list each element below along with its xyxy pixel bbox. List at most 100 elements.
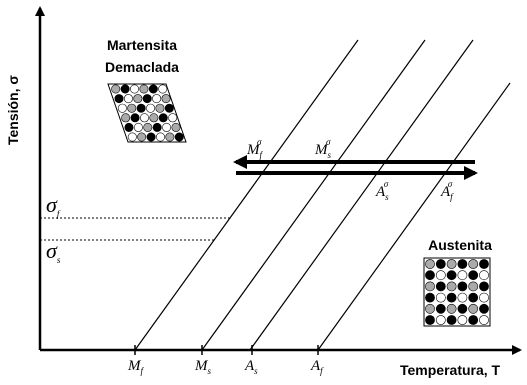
atom [425, 282, 434, 291]
atom [447, 259, 456, 268]
atom [436, 304, 445, 313]
atom [166, 133, 174, 141]
subscript: f [320, 366, 324, 376]
atom [162, 94, 170, 102]
atom [152, 94, 160, 102]
superscript: σ [384, 179, 389, 189]
diagram: Tensión, σ Temperatura, T Martensita Dem… [0, 0, 527, 385]
atom [469, 282, 478, 291]
atom [134, 94, 142, 102]
atom [131, 114, 139, 122]
symbol-label: Mfσ [246, 137, 264, 160]
atom [140, 85, 148, 93]
atom [153, 123, 161, 131]
atom [425, 315, 434, 324]
line-ms [202, 40, 425, 350]
atom [124, 94, 132, 102]
atom [447, 304, 456, 313]
symbol-label: As [244, 358, 258, 376]
superscript: σ [257, 137, 262, 147]
atom [144, 123, 152, 131]
atom [479, 293, 488, 302]
atom [137, 133, 145, 141]
atom [168, 114, 176, 122]
austenite-cell [424, 258, 490, 326]
atom [162, 123, 170, 131]
atom [172, 123, 180, 131]
atom [479, 315, 488, 324]
atom [159, 85, 167, 93]
atom [425, 259, 434, 268]
subscript: s [208, 366, 212, 376]
subscript: s [385, 192, 389, 202]
atom [469, 271, 478, 280]
atom [121, 85, 129, 93]
atom [112, 85, 120, 93]
atom [447, 282, 456, 291]
superscript: σ [326, 137, 331, 147]
symbol-label: Afσ [440, 179, 454, 202]
atom [150, 114, 158, 122]
atom [458, 271, 467, 280]
atom [140, 114, 148, 122]
atom [458, 304, 467, 313]
subscript: f [450, 192, 454, 202]
superscript: σ [448, 179, 453, 189]
atom [436, 315, 445, 324]
atom [436, 259, 445, 268]
phase-label: Austenita [428, 237, 492, 253]
atom [479, 282, 488, 291]
phase-label: Martensita [107, 37, 177, 53]
symbol-label: Msσ [314, 137, 332, 160]
atom [425, 271, 434, 280]
line-mf [135, 40, 358, 350]
stress-label: σs [46, 238, 61, 265]
x-axis-label: Temperatura, T [400, 362, 501, 378]
atom [447, 271, 456, 280]
lattices [108, 84, 490, 326]
atom [128, 104, 136, 112]
atom [149, 85, 157, 93]
subscript: f [260, 150, 264, 160]
atom [469, 315, 478, 324]
atom [479, 259, 488, 268]
atom [479, 304, 488, 313]
atom [458, 259, 467, 268]
atom [447, 315, 456, 324]
atom [146, 104, 154, 112]
atom [458, 293, 467, 302]
atom [425, 293, 434, 302]
symbol-label: Af [310, 358, 324, 376]
atom [436, 271, 445, 280]
atom [469, 293, 478, 302]
atom [159, 114, 167, 122]
subscript: f [141, 366, 145, 376]
atom [479, 271, 488, 280]
atom [134, 123, 142, 131]
stress-label: σf [46, 192, 61, 219]
symbol-label: Mf [127, 358, 145, 376]
atom [156, 104, 164, 112]
atom [436, 282, 445, 291]
subscript: s [254, 366, 258, 376]
subscript: s [57, 255, 61, 265]
atom [458, 315, 467, 324]
symbol-label: Asσ [375, 179, 389, 202]
atom [175, 133, 183, 141]
atom [128, 133, 136, 141]
atom [115, 94, 123, 102]
atom [469, 304, 478, 313]
atom [425, 304, 434, 313]
atom [121, 114, 129, 122]
subscript: s [328, 150, 332, 160]
atom [447, 293, 456, 302]
atom [118, 104, 126, 112]
atom [125, 123, 133, 131]
atom [458, 282, 467, 291]
atom [436, 293, 445, 302]
martensite-cell [108, 84, 186, 142]
atom [130, 85, 138, 93]
atom [137, 104, 145, 112]
phase-label: Demaclada [105, 59, 179, 75]
atom [147, 133, 155, 141]
